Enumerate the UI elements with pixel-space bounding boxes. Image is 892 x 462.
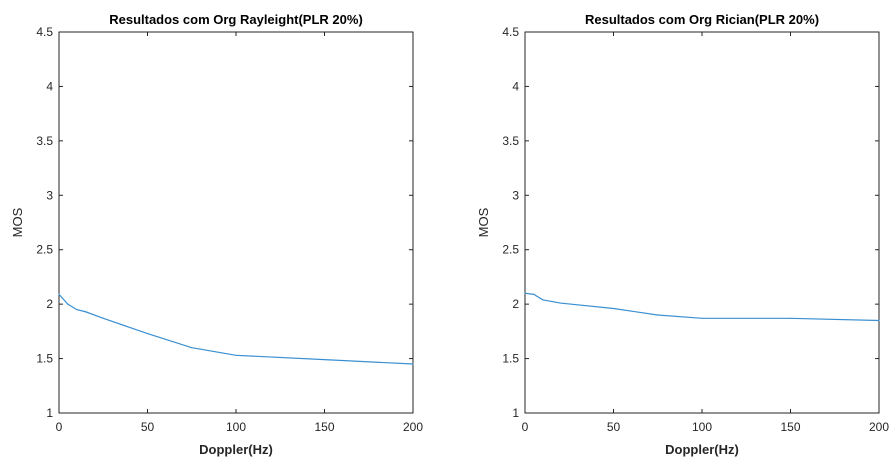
- x-tick-label: 0: [56, 420, 63, 434]
- y-tick-label: 3: [512, 188, 519, 202]
- y-axis-label: MOS: [476, 207, 491, 237]
- data-point: [542, 299, 544, 301]
- x-tick-label: 100: [692, 420, 712, 434]
- y-tick-label: 1: [512, 406, 519, 420]
- data-point: [657, 314, 659, 316]
- series-line: [58, 293, 414, 365]
- y-axis-label: MOS: [10, 207, 25, 237]
- data-point: [102, 317, 104, 319]
- chart-rician: 0 50 100 150 200 1 1.5 2 2.5 3 3.5 4 4.5 Resultados c…: [476, 12, 889, 457]
- chart-title: Resultados com Org Rayleight(PLR 20%): [109, 12, 363, 27]
- data-point: [323, 359, 326, 361]
- x-axis-label: Doppler(Hz): [199, 442, 273, 457]
- y-tick-label: 1: [46, 406, 53, 420]
- x-tick-label: 50: [607, 420, 621, 434]
- data-point: [58, 293, 60, 295]
- y-tick-label: 3.5: [36, 134, 53, 148]
- y-tick-label: 4: [46, 79, 53, 93]
- chart-rayleigh: 0 50 100 150 200 1 1.5 2 2.5 3 3.5 4 4.5 Resultados c…: [10, 12, 423, 457]
- data-point: [559, 302, 562, 304]
- chart-title: Resultados com Org Rician(PLR 20%): [585, 12, 819, 27]
- data-point: [146, 332, 149, 335]
- data-point: [235, 354, 237, 356]
- y-tick-label: 4.5: [36, 25, 53, 39]
- y-tick-label: 4: [512, 79, 519, 93]
- y-tick-label: 4.5: [502, 25, 519, 39]
- data-point: [878, 319, 880, 322]
- y-tick-label: 3: [46, 188, 53, 202]
- x-tick-label: 50: [141, 420, 155, 434]
- x-tick-label: 100: [226, 420, 246, 434]
- data-point: [412, 363, 414, 365]
- x-tick-label: 200: [869, 420, 889, 434]
- y-tick-label: 2: [46, 297, 53, 311]
- x-tick-label: 150: [314, 420, 334, 434]
- y-tick-label: 1.5: [36, 352, 53, 366]
- data-point: [789, 317, 792, 319]
- data-point: [701, 317, 703, 319]
- x-tick-label: 0: [522, 420, 529, 434]
- data-point: [612, 307, 615, 310]
- data-point: [533, 293, 535, 295]
- data-point: [84, 311, 87, 313]
- y-tick-label: 2.5: [36, 243, 53, 257]
- x-axis-label: Doppler(Hz): [665, 442, 739, 457]
- x-tick-label: 150: [780, 420, 800, 434]
- x-tick-label: 200: [403, 420, 423, 434]
- data-point: [524, 292, 526, 294]
- data-point: [76, 308, 78, 311]
- data-point: [67, 303, 69, 305]
- plot-area: [58, 31, 414, 414]
- y-tick-label: 3.5: [502, 134, 519, 148]
- y-tick-label: 1.5: [502, 352, 519, 366]
- y-tick-label: 2.5: [502, 243, 519, 257]
- plot-area: [524, 31, 880, 414]
- y-tick-label: 2: [512, 297, 519, 311]
- data-point: [191, 347, 193, 349]
